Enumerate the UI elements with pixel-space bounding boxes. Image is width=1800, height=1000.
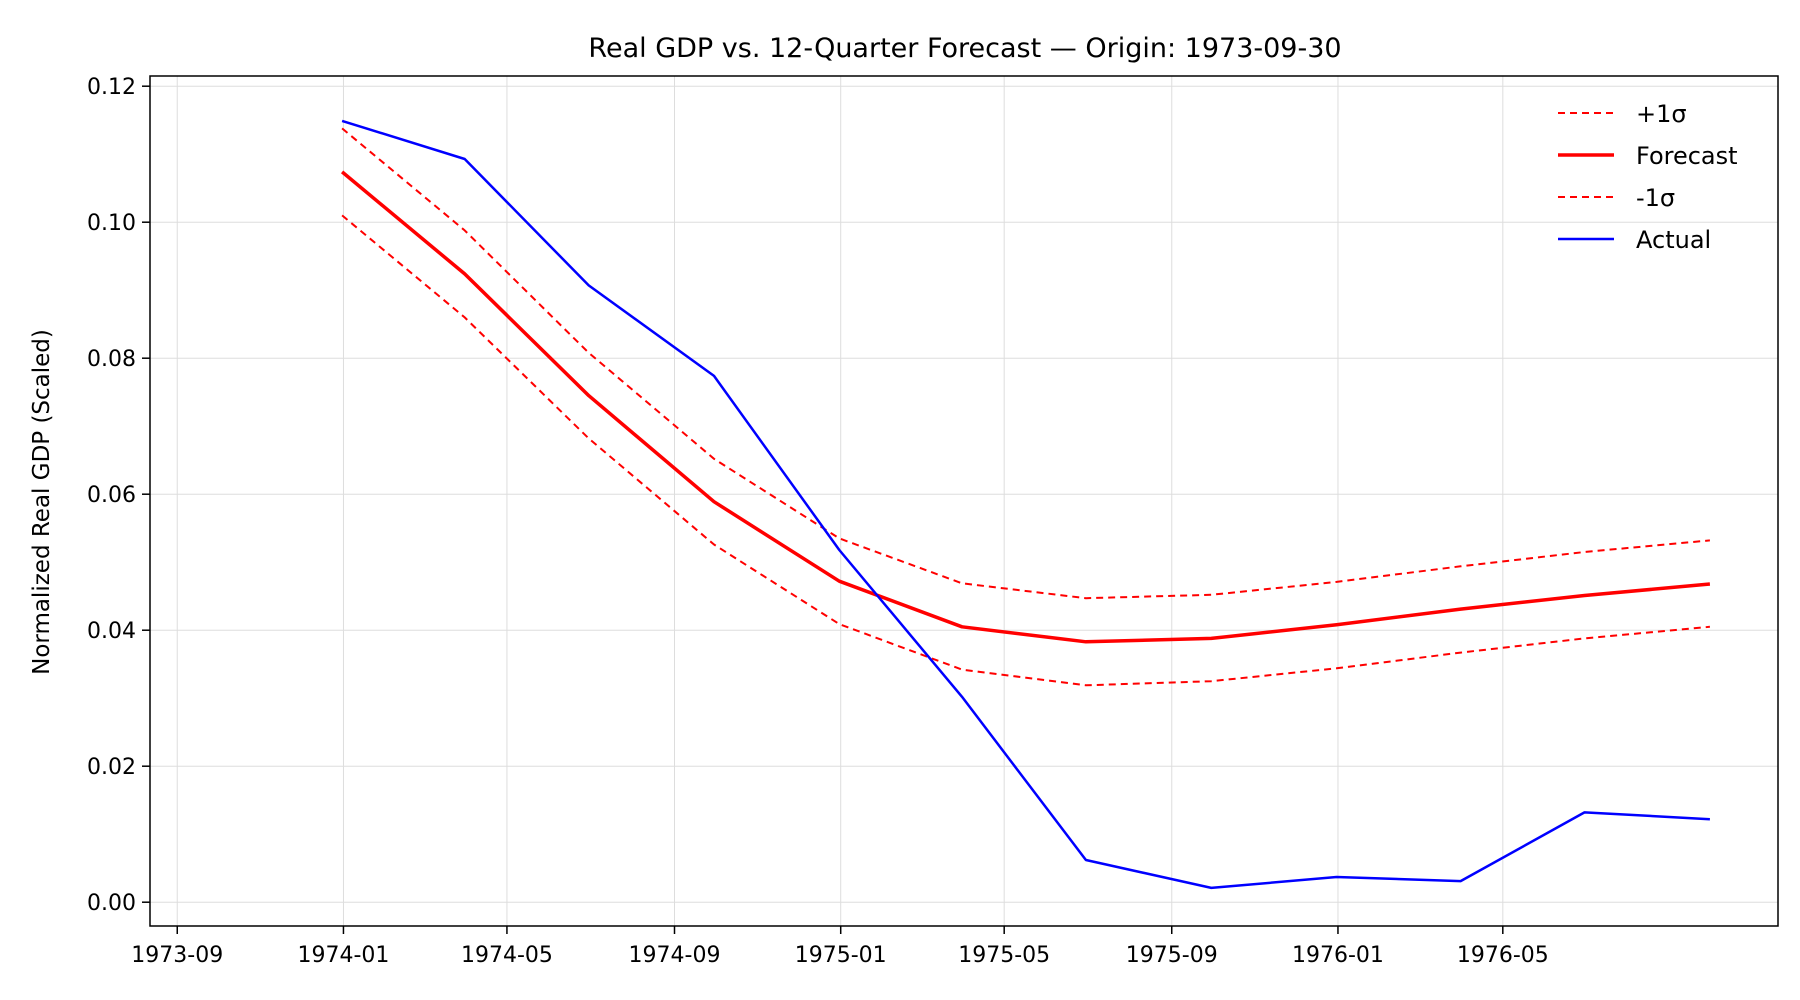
y-tick-label: 0.12 [87,75,136,100]
legend-label: +1σ [1636,100,1687,128]
plot-frame [149,75,1779,927]
series-line-3 [341,119,1710,890]
y-tick-label: 0.06 [87,483,136,508]
legend: +1σ Forecast -1σ Actual [1558,100,1738,254]
legend-label: Actual [1636,226,1711,254]
x-tick-label: 1974-01 [297,943,389,968]
chart-title: Real GDP vs. 12-Quarter Forecast — Origi… [588,33,1341,64]
x-tick-label: 1973-09 [131,943,223,968]
series-line-2 [341,214,1710,687]
axes: 1973-09 1974-01 1974-05 1974-09 1975-01 1975-… [87,75,1779,968]
legend-label: -1σ [1636,184,1675,212]
plot-series [340,119,1711,890]
x-tick-label: 1975-09 [1126,943,1218,968]
x-tick-label: 1974-09 [629,943,721,968]
y-tick-label: 0.00 [87,891,136,916]
y-tick-label: 0.08 [87,347,136,372]
legend-label: Forecast [1636,142,1738,170]
x-tick-label: 1974-05 [461,943,553,968]
x-tick-label: 1975-01 [795,943,887,968]
x-tick-label: 1976-01 [1292,943,1384,968]
y-tick-label: 0.04 [87,619,136,644]
y-tick-label: 0.02 [87,755,136,780]
y-axis-label: Normalized Real GDP (Scaled) [29,329,55,675]
x-tick-label: 1975-05 [958,943,1050,968]
y-tick-label: 0.10 [87,211,136,236]
grid-lines [150,76,1778,926]
x-tick-label: 1976-05 [1457,943,1549,968]
series-line-0 [341,127,1710,600]
series-line-1 [340,170,1711,644]
